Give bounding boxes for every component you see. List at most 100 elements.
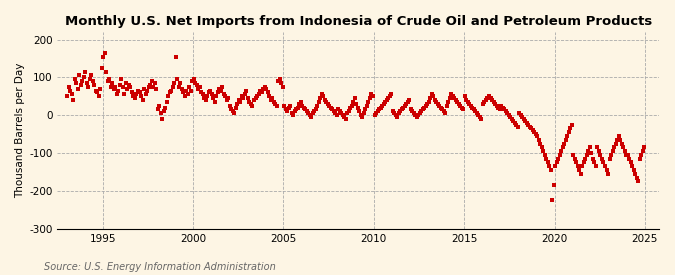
Point bbox=[539, 153, 550, 157]
Point bbox=[351, 102, 362, 106]
Point bbox=[171, 77, 182, 81]
Point bbox=[522, 122, 533, 127]
Point bbox=[434, 103, 445, 108]
Point bbox=[532, 134, 543, 138]
Point bbox=[587, 156, 598, 161]
Point bbox=[122, 86, 133, 91]
Point bbox=[93, 94, 104, 98]
Point bbox=[225, 103, 236, 108]
Point bbox=[309, 109, 320, 114]
Point bbox=[211, 94, 221, 98]
Point bbox=[372, 109, 383, 114]
Point bbox=[478, 102, 489, 106]
Point bbox=[214, 86, 225, 91]
Point bbox=[217, 85, 227, 89]
Point bbox=[495, 103, 506, 108]
Point bbox=[219, 92, 230, 97]
Point bbox=[97, 66, 107, 70]
Point bbox=[124, 83, 134, 87]
Point bbox=[258, 86, 269, 91]
Point bbox=[512, 124, 523, 129]
Point bbox=[176, 86, 187, 91]
Point bbox=[196, 90, 207, 95]
Point bbox=[352, 105, 363, 110]
Point bbox=[253, 92, 264, 97]
Point bbox=[582, 153, 593, 157]
Point bbox=[577, 164, 588, 168]
Point bbox=[238, 96, 249, 100]
Point bbox=[399, 103, 410, 108]
Point bbox=[342, 111, 353, 116]
Point bbox=[348, 100, 359, 104]
Point bbox=[110, 85, 121, 89]
Point bbox=[259, 85, 270, 89]
Point bbox=[98, 54, 109, 59]
Point bbox=[562, 134, 572, 138]
Point bbox=[572, 164, 583, 168]
Point bbox=[345, 105, 356, 110]
Point bbox=[132, 88, 143, 93]
Point bbox=[169, 81, 180, 85]
Point bbox=[235, 100, 246, 104]
Point bbox=[631, 175, 642, 180]
Point bbox=[151, 86, 161, 91]
Point bbox=[550, 164, 561, 168]
Point bbox=[392, 115, 402, 119]
Point bbox=[331, 113, 342, 117]
Point bbox=[542, 160, 553, 165]
Point bbox=[131, 92, 142, 97]
Point bbox=[568, 153, 578, 157]
Point bbox=[297, 103, 308, 108]
Point bbox=[256, 90, 267, 95]
Point bbox=[167, 85, 178, 89]
Point bbox=[609, 145, 620, 150]
Point bbox=[279, 103, 290, 108]
Point bbox=[462, 100, 473, 104]
Point bbox=[107, 81, 118, 85]
Point bbox=[338, 113, 348, 117]
Point bbox=[89, 83, 100, 87]
Point bbox=[390, 113, 401, 117]
Point bbox=[301, 109, 312, 114]
Point bbox=[202, 94, 213, 98]
Point bbox=[421, 103, 431, 108]
Point bbox=[526, 126, 537, 131]
Point bbox=[468, 107, 479, 112]
Point bbox=[440, 111, 451, 116]
Point bbox=[136, 94, 146, 98]
Point bbox=[491, 103, 502, 108]
Point bbox=[416, 109, 427, 114]
Point bbox=[128, 94, 139, 98]
Point bbox=[148, 85, 159, 89]
Point bbox=[357, 115, 368, 119]
Point bbox=[472, 111, 483, 116]
Point bbox=[597, 156, 608, 161]
Point bbox=[479, 100, 490, 104]
Point bbox=[537, 145, 547, 150]
Point bbox=[461, 98, 472, 102]
Point bbox=[574, 168, 585, 172]
Point bbox=[410, 113, 421, 117]
Point bbox=[389, 111, 400, 116]
Point bbox=[187, 79, 198, 83]
Point bbox=[364, 96, 375, 100]
Point bbox=[66, 92, 77, 97]
Point bbox=[223, 96, 234, 100]
Point bbox=[62, 94, 73, 98]
Point bbox=[603, 172, 614, 176]
Point bbox=[547, 198, 558, 202]
Point bbox=[497, 105, 508, 110]
Point bbox=[199, 96, 210, 100]
Point bbox=[267, 96, 277, 100]
Point bbox=[72, 86, 83, 91]
Point bbox=[170, 54, 181, 59]
Point bbox=[346, 103, 357, 108]
Point bbox=[119, 92, 130, 97]
Point bbox=[545, 168, 556, 172]
Point bbox=[437, 107, 448, 112]
Point bbox=[294, 102, 304, 106]
Point bbox=[441, 103, 452, 108]
Point bbox=[551, 160, 562, 165]
Point bbox=[476, 117, 487, 121]
Point bbox=[363, 100, 374, 104]
